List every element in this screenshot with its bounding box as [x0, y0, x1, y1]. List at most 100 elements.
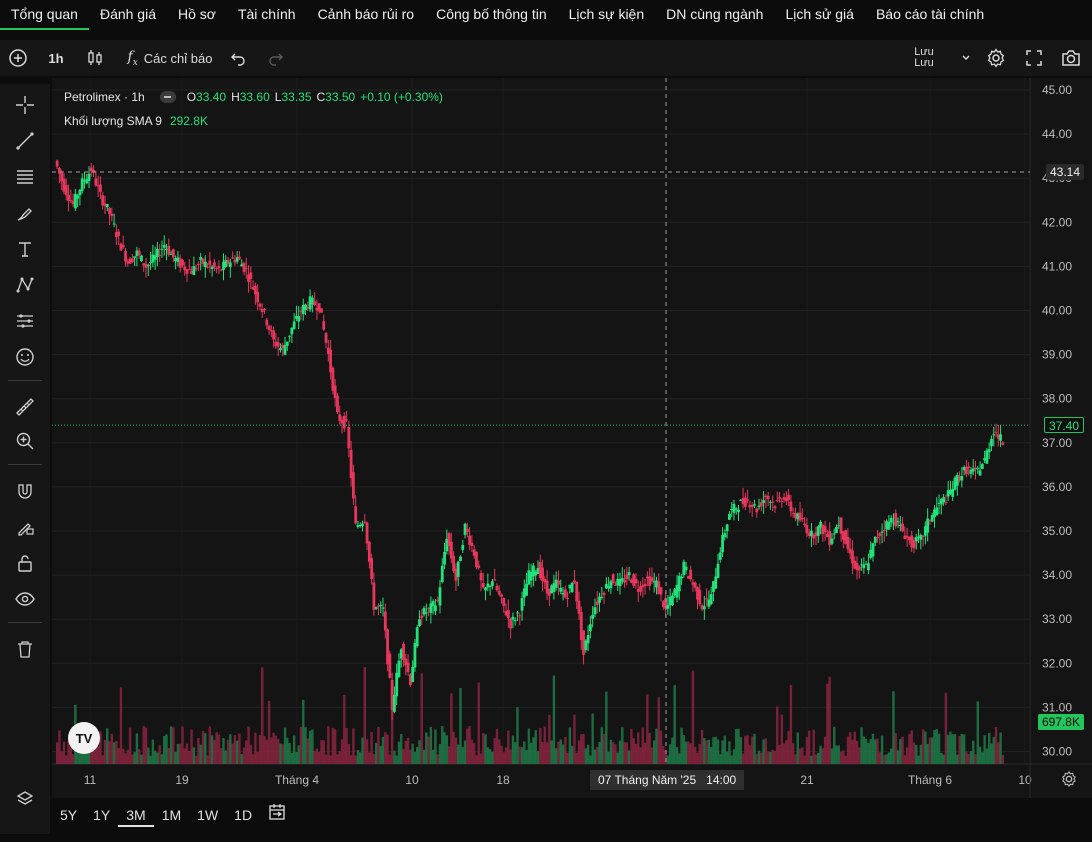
volume-bar: [178, 743, 182, 764]
range-button[interactable]: 1Y: [93, 807, 111, 823]
candle-body: [108, 208, 111, 215]
candle-body: [406, 662, 410, 672]
nav-tab[interactable]: Báo cáo tài chính: [875, 6, 985, 22]
volume-bar: [659, 730, 663, 764]
volume-bar: [133, 752, 136, 764]
candle-body: [390, 679, 394, 710]
unlock-icon[interactable]: [10, 550, 40, 576]
trash-icon[interactable]: [10, 636, 40, 662]
candle-body: [680, 576, 683, 579]
volume-bar: [926, 743, 929, 764]
camera-icon[interactable]: [1058, 40, 1084, 76]
volume-bar: [144, 727, 148, 764]
range-button[interactable]: 1D: [234, 807, 253, 823]
candle-body: [185, 269, 189, 274]
calendar-range-icon[interactable]: [260, 803, 294, 827]
magnet-icon[interactable]: [10, 478, 40, 504]
candles-icon[interactable]: [84, 40, 106, 76]
candle-body: [867, 563, 870, 570]
axis-settings-icon[interactable]: [1060, 770, 1080, 790]
volume-bar: [552, 675, 556, 764]
volume-bar: [62, 741, 66, 764]
zoom-in-icon[interactable]: [10, 428, 40, 454]
fullscreen-icon[interactable]: [1022, 40, 1046, 76]
nav-tab[interactable]: Công bố thông tin: [436, 6, 547, 22]
candle-body: [440, 565, 444, 583]
volume-bar: [445, 735, 449, 764]
nav-tab[interactable]: DN cùng ngành: [666, 6, 764, 22]
pattern-icon[interactable]: [10, 272, 40, 298]
layers-icon[interactable]: [10, 786, 40, 812]
nav-tab[interactable]: Tổng quan: [0, 0, 89, 30]
volume-bar: [534, 730, 537, 764]
candle-body: [937, 502, 941, 504]
volume-bar: [60, 751, 63, 764]
add-symbol-icon[interactable]: [6, 40, 30, 76]
redo-icon[interactable]: [266, 40, 286, 76]
eye-icon[interactable]: [10, 586, 40, 612]
candle-body: [780, 501, 784, 503]
gear-icon[interactable]: [984, 40, 1008, 76]
ruler-icon[interactable]: [10, 394, 40, 420]
lock-drawing-icon[interactable]: [10, 514, 40, 540]
trend-line-icon[interactable]: [10, 128, 40, 154]
range-button[interactable]: 5Y: [60, 807, 78, 823]
candle-body: [431, 601, 435, 607]
prediction-icon[interactable]: [10, 308, 40, 334]
candle-body: [162, 244, 166, 248]
save-button[interactable]: Lưu Lưu: [904, 40, 944, 76]
range-button[interactable]: 1W: [197, 807, 219, 823]
range-button[interactable]: 3M: [118, 803, 154, 827]
nav-tab[interactable]: Lịch sự kiện: [568, 6, 645, 22]
candle-body: [55, 160, 59, 167]
price-chart[interactable]: 45.0044.0043.0042.0041.0040.0039.0038.00…: [52, 78, 1092, 798]
candle-body: [618, 579, 622, 587]
candle-body: [317, 303, 321, 312]
volume-bar: [744, 735, 747, 764]
indicators-button[interactable]: fx Các chỉ báo: [120, 40, 220, 76]
crosshair-icon[interactable]: [10, 92, 40, 118]
brush-icon[interactable]: [10, 200, 40, 226]
volume-bar: [657, 697, 660, 764]
volume-bar: [529, 742, 533, 764]
tradingview-logo[interactable]: TV: [68, 722, 100, 754]
nav-tab[interactable]: Tài chính: [237, 6, 296, 22]
candle-body: [525, 583, 528, 596]
candle-body: [716, 563, 720, 579]
volume-bar: [937, 733, 941, 764]
chart-toolbar: 1h fx Các chỉ báo Lưu Lưu: [0, 40, 1092, 76]
volume-bar: [256, 751, 259, 764]
fib-lines-icon[interactable]: [10, 164, 40, 190]
candle-body: [345, 419, 348, 421]
volume-bar: [600, 727, 603, 764]
candle-body: [839, 517, 843, 534]
hide-series-icon[interactable]: [159, 91, 176, 103]
y-tick-label: 38.00: [1042, 392, 1072, 406]
volume-bar: [611, 742, 615, 764]
nav-tab[interactable]: Lịch sử giá: [785, 6, 854, 22]
chevron-down-icon[interactable]: [958, 40, 974, 76]
candle-body: [960, 475, 964, 481]
volume-bar: [181, 726, 184, 764]
candle-body: [167, 245, 171, 255]
volume-bar: [377, 726, 380, 764]
candle-body: [787, 494, 791, 500]
volume-bar: [949, 731, 952, 764]
chart-panel[interactable]: 45.0044.0043.0042.0041.0040.0039.0038.00…: [52, 78, 1092, 798]
nav-tab[interactable]: Hồ sơ: [178, 6, 216, 22]
candle-body: [620, 578, 624, 582]
volume-sma-value: 292.8K: [169, 114, 208, 128]
volume-bar: [215, 732, 218, 764]
candle-body: [511, 616, 515, 620]
undo-icon[interactable]: [228, 40, 248, 76]
range-button[interactable]: 1M: [161, 807, 182, 823]
text-tool-icon[interactable]: [10, 236, 40, 262]
interval-button[interactable]: 1h: [48, 50, 64, 66]
volume-bar: [673, 685, 676, 764]
nav-tab[interactable]: Cảnh báo rủi ro: [317, 6, 415, 22]
emoji-icon[interactable]: [10, 344, 40, 370]
candle-body: [550, 585, 554, 594]
nav-tab[interactable]: Đánh giá: [99, 6, 156, 22]
volume-bar: [400, 734, 403, 764]
candle-body: [169, 253, 173, 255]
